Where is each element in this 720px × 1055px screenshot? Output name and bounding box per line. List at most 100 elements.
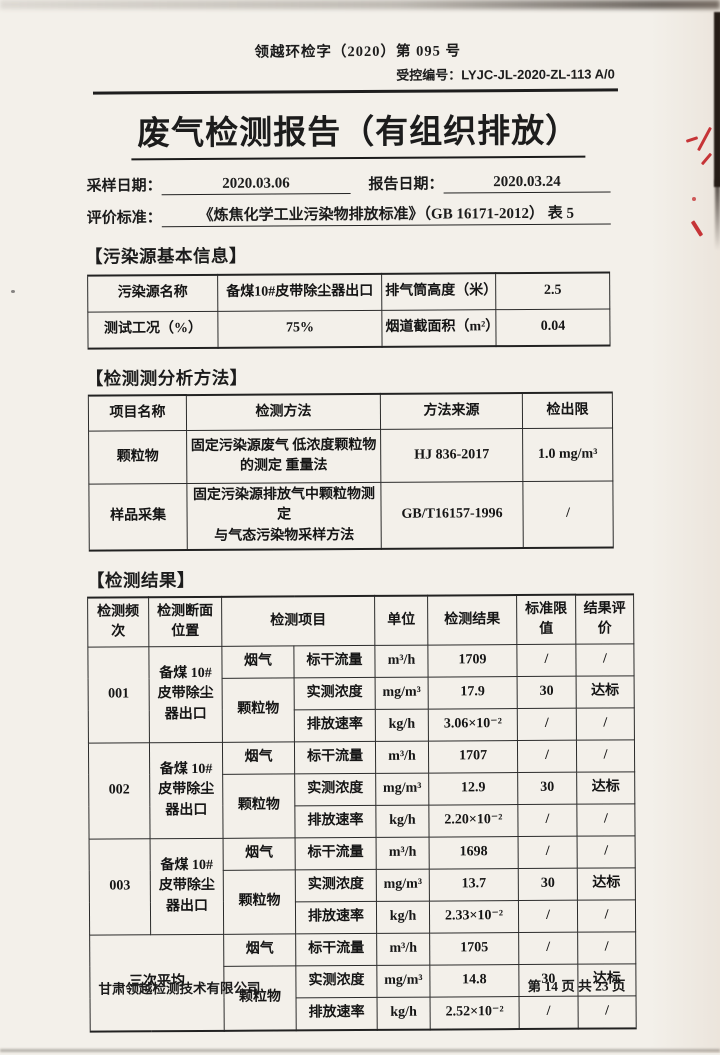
cell-limit: / — [518, 900, 578, 933]
report-date-label: 报告日期： — [368, 176, 444, 193]
table-row: 003 备煤 10#皮带除尘器出口 烟气 标干流量 m³/h 1698 / / — [89, 835, 636, 936]
cell-item: 排放速率 — [294, 709, 376, 742]
cell-item: 排放速率 — [294, 805, 377, 838]
cell-item: 标干流量 — [295, 933, 377, 966]
cell-category: 颗粒物 — [223, 869, 296, 935]
report-fields: 采样日期： 2020.03.06 报告日期： 2020.03.24 评价标准： … — [86, 171, 611, 228]
table-row: 测试工况（%） 75% 烟道截面积（m²） 0.04 — [87, 308, 611, 349]
table-row: 样品采集 固定污染源排放气中颗粒物测定 与气态污染物采样方法 GB/T16157… — [88, 480, 614, 551]
control-number-label: 受控编号： — [396, 67, 462, 83]
cell-unit: kg/h — [376, 900, 430, 934]
cell-unit: kg/h — [377, 996, 431, 1030]
cell-limit: / — [518, 932, 578, 965]
cell-result: 1698 — [429, 836, 519, 869]
cell-category: 颗粒物 — [222, 677, 295, 743]
cell-result: 1709 — [427, 644, 518, 677]
cell-evaluation: / — [577, 931, 636, 965]
basic-info-label: 测试工况（%） — [87, 311, 219, 349]
cell-evaluation: / — [577, 835, 636, 869]
cell-limit: / — [517, 804, 578, 837]
table-row: 三次平均 烟气 标干流量 m³/h 1705 / / — [89, 931, 636, 1032]
table-row: 颗粒物 固定污染源废气 低浓度颗粒物 的测定 重量法 HJ 836-2017 1… — [88, 427, 613, 485]
cell-unit: m³/h — [375, 740, 429, 774]
method-detection-limit: / — [522, 480, 614, 548]
cell-frequency: 003 — [89, 838, 151, 936]
cell-item: 实测浓度 — [295, 869, 377, 902]
method-item-name: 样品采集 — [88, 483, 188, 551]
cell-location: 备煤 10#皮带除尘器出口 — [148, 646, 223, 743]
table-row: 002 备煤 10#皮带除尘器出口 烟气 标干流量 m³/h 1707 / / — [88, 739, 635, 840]
cell-category: 颗粒物 — [222, 773, 296, 839]
column-header: 检测结果 — [427, 594, 517, 645]
basic-info-table: 污染源名称 备煤10#皮带除尘器出口 排气筒高度（米） 2.5 测试工况（%） … — [87, 271, 611, 350]
cell-result: 13.7 — [429, 868, 519, 901]
cell-category: 烟气 — [222, 741, 295, 775]
cell-item: 排放速率 — [296, 997, 378, 1031]
cell-evaluation: / — [576, 707, 635, 741]
cell-unit: mg/m³ — [375, 772, 429, 806]
page-title: 废气检测报告（有组织排放） — [0, 103, 718, 161]
method-description: 固定污染源排放气中颗粒物测定 与气态污染物采样方法 — [186, 482, 382, 550]
cell-item: 标干流量 — [293, 645, 376, 678]
cell-location: 备煤 10#皮带除尘器出口 — [149, 742, 224, 839]
basic-info-value: 0.04 — [495, 308, 611, 347]
basic-info-value: 75% — [217, 310, 383, 348]
sampling-date-value: 2020.03.06 — [161, 175, 351, 196]
report-date-value: 2020.03.24 — [443, 173, 611, 194]
cell-unit: kg/h — [375, 804, 430, 838]
method-description: 固定污染源废气 低浓度颗粒物 的测定 重量法 — [186, 429, 381, 484]
cell-frequency: 001 — [87, 646, 150, 744]
cell-unit: m³/h — [376, 836, 430, 870]
cell-evaluation: / — [578, 995, 637, 1029]
cell-limit: 30 — [517, 676, 577, 709]
table-header-row: 检测频次 检测断面位置 检测项目 单位 检测结果 标准限值 结果评价 — [87, 594, 634, 648]
cell-evaluation: / — [576, 739, 635, 773]
cell-result: 3.06×10⁻² — [428, 708, 518, 741]
cell-unit: m³/h — [374, 644, 429, 678]
header-divider — [92, 88, 618, 95]
table-row: 污染源名称 备煤10#皮带除尘器出口 排气筒高度（米） 2.5 — [87, 272, 610, 313]
cell-result: 1705 — [429, 932, 519, 965]
cell-evaluation: / — [576, 803, 636, 837]
cell-limit: / — [518, 836, 578, 869]
section-heading-results: 【检测结果】 — [86, 569, 196, 591]
cell-evaluation: 达标 — [577, 867, 636, 901]
page-footer: 甘肃领越检测技术有限公司 第 14 页 共 23 页 — [98, 974, 625, 997]
cell-limit: / — [519, 996, 579, 1029]
cell-category: 烟气 — [223, 837, 296, 871]
basic-info-value: 备煤10#皮带除尘器出口 — [217, 273, 382, 312]
cell-evaluation: 达标 — [576, 771, 635, 805]
cell-result: 2.52×10⁻² — [430, 996, 520, 1030]
table-header-row: 项目名称 检测方法 方法来源 检出限 — [88, 392, 613, 432]
results-table: 检测频次 检测断面位置 检测项目 单位 检测结果 标准限值 结果评价 001 备… — [87, 593, 637, 1033]
cell-evaluation: / — [577, 899, 636, 933]
method-item-name: 颗粒物 — [88, 430, 187, 485]
standard-field-row: 评价标准： 《炼焦化学工业污染物排放标准》（GB 16171-2012） 表 5 — [87, 201, 611, 228]
table-row: 001 备煤 10#皮带除尘器出口 烟气 标干流量 m³/h 1709 / / — [87, 643, 635, 744]
cell-unit: mg/m³ — [376, 868, 430, 902]
cell-category: 烟气 — [221, 645, 295, 679]
cell-result: 1707 — [428, 740, 518, 773]
basic-info-label: 烟道截面积（m²） — [381, 309, 497, 347]
section-heading-basic-info: 【污染源基本信息】 — [84, 245, 248, 267]
cell-evaluation: / — [575, 643, 635, 677]
section-heading-methods: 【检测测分析方法】 — [85, 367, 248, 389]
column-header: 检测方法 — [186, 393, 381, 431]
sampling-date-label: 采样日期： — [86, 178, 162, 195]
cell-limit: / — [516, 644, 577, 677]
column-header: 方法来源 — [380, 393, 523, 430]
control-number-line: 受控编号：LYJC-JL-2020-ZL-113 A/0 — [0, 63, 615, 86]
cell-category: 烟气 — [223, 933, 296, 967]
cell-result: 17.9 — [428, 676, 518, 709]
methods-table: 项目名称 检测方法 方法来源 检出限 颗粒物 固定污染源废气 低浓度颗粒物 的测… — [87, 391, 614, 552]
cell-limit: 30 — [517, 772, 577, 805]
footer-page-number: 第 14 页 共 23 页 — [527, 978, 626, 994]
column-header: 检测断面位置 — [148, 596, 222, 647]
cell-item: 实测浓度 — [294, 773, 376, 806]
column-header: 检测项目 — [221, 595, 375, 647]
date-fields-row: 采样日期： 2020.03.06 报告日期： 2020.03.24 — [86, 171, 611, 196]
cell-limit: / — [517, 708, 577, 741]
cell-frequency: 002 — [88, 742, 151, 840]
method-source: HJ 836-2017 — [380, 428, 523, 483]
